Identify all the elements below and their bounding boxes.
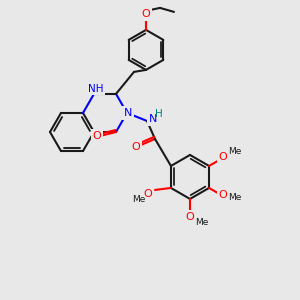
Text: O: O (132, 142, 140, 152)
Text: H: H (155, 109, 163, 119)
Text: Me: Me (229, 194, 242, 202)
Text: O: O (93, 131, 101, 141)
Text: Me: Me (132, 195, 146, 204)
Text: O: O (186, 212, 194, 222)
Text: Me: Me (195, 218, 209, 227)
Text: N: N (149, 114, 157, 124)
Text: NH: NH (88, 84, 104, 94)
Text: O: O (219, 190, 228, 200)
Text: O: O (144, 189, 152, 199)
Text: N: N (124, 108, 132, 118)
Text: O: O (142, 9, 150, 19)
Text: Me: Me (229, 147, 242, 156)
Text: O: O (219, 152, 228, 162)
